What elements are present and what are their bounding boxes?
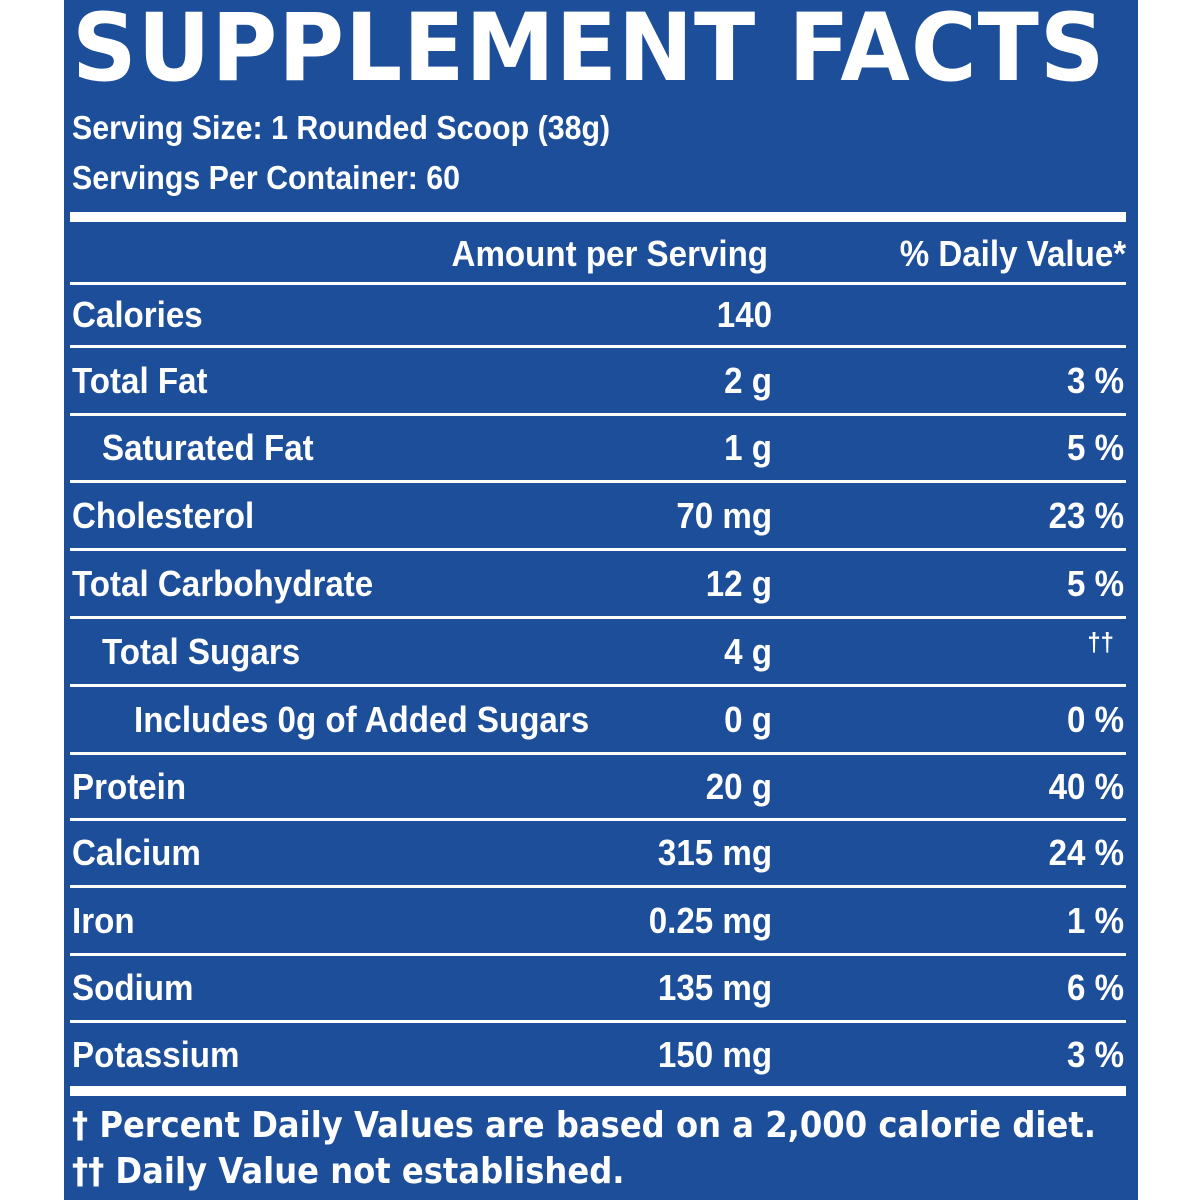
nutrient-name: Calcium: [72, 832, 201, 873]
nutrient-daily-value: 6 %: [1066, 967, 1124, 1008]
nutrient-name: Calories: [72, 294, 203, 335]
nutrient-name: Sodium: [72, 967, 194, 1008]
nutrient-amount: 135 mg: [657, 967, 772, 1008]
nutrient-name: Total Carbohydrate: [72, 562, 374, 604]
nutrient-daily-value: 23 %: [1048, 494, 1124, 536]
serving-size: Serving Size: 1 Rounded Scoop (38g): [72, 109, 611, 146]
nutrient-amount: 4 g: [724, 630, 772, 672]
nutrient-amount: 315 mg: [657, 832, 772, 873]
nutrient-daily-value: 0 %: [1066, 698, 1124, 740]
nutrient-daily-value: 3 %: [1066, 359, 1124, 401]
row-divider: [70, 282, 1126, 285]
nutrient-amount: 70 mg: [676, 494, 772, 536]
nutrient-amount: 2 g: [724, 359, 772, 401]
nutrient-daily-value: ††: [1087, 626, 1114, 657]
nutrient-daily-value: 1 %: [1066, 899, 1124, 941]
row-divider: [70, 818, 1126, 821]
nutrient-amount: 0 g: [724, 698, 772, 740]
nutrient-name: Total Sugars: [102, 630, 301, 672]
nutrient-name: Protein: [72, 765, 187, 807]
row-divider: [70, 413, 1126, 416]
thick-divider-bottom: [70, 1086, 1126, 1096]
footnote-dagger: † Percent Daily Values are based on a 2,…: [72, 1105, 1096, 1146]
nutrient-daily-value: 5 %: [1066, 562, 1124, 604]
nutrient-daily-value: 5 %: [1066, 427, 1124, 468]
row-divider: [70, 684, 1126, 687]
nutrient-amount: 1 g: [724, 427, 772, 468]
nutrient-name: Potassium: [72, 1033, 240, 1075]
row-divider: [70, 1020, 1126, 1023]
nutrient-amount: 0.25 mg: [648, 899, 772, 941]
nutrient-amount: 20 g: [705, 765, 772, 807]
row-divider: [70, 548, 1126, 551]
nutrient-name: Saturated Fat: [102, 427, 314, 468]
thick-divider: [70, 212, 1126, 222]
panel-title: SUPPLEMENT FACTS: [72, 0, 1106, 103]
nutrient-amount: 150 mg: [657, 1033, 772, 1075]
nutrient-amount: 140: [716, 294, 772, 335]
nutrient-name: Iron: [72, 899, 135, 941]
footnote-double-dagger: †† Daily Value not established.: [72, 1151, 625, 1192]
row-divider: [70, 885, 1126, 888]
supplement-facts-panel: SUPPLEMENT FACTS Serving Size: 1 Rounded…: [64, 0, 1138, 1200]
amount-per-serving-header: Amount per Serving: [451, 233, 768, 274]
row-divider: [70, 345, 1126, 348]
row-divider: [70, 616, 1126, 619]
nutrient-amount: 12 g: [705, 562, 772, 604]
nutrient-name: Includes 0g of Added Sugars: [134, 698, 590, 740]
row-divider: [70, 953, 1126, 956]
row-divider: [70, 480, 1126, 483]
row-divider: [70, 752, 1126, 755]
nutrient-name: Cholesterol: [72, 494, 255, 536]
nutrient-daily-value: 40 %: [1048, 765, 1124, 807]
nutrient-name: Total Fat: [72, 359, 208, 401]
nutrient-daily-value: 24 %: [1048, 832, 1124, 873]
daily-value-header: % Daily Value*: [899, 233, 1126, 274]
nutrient-daily-value: 3 %: [1066, 1033, 1124, 1075]
servings-per-container: Servings Per Container: 60: [72, 159, 461, 196]
